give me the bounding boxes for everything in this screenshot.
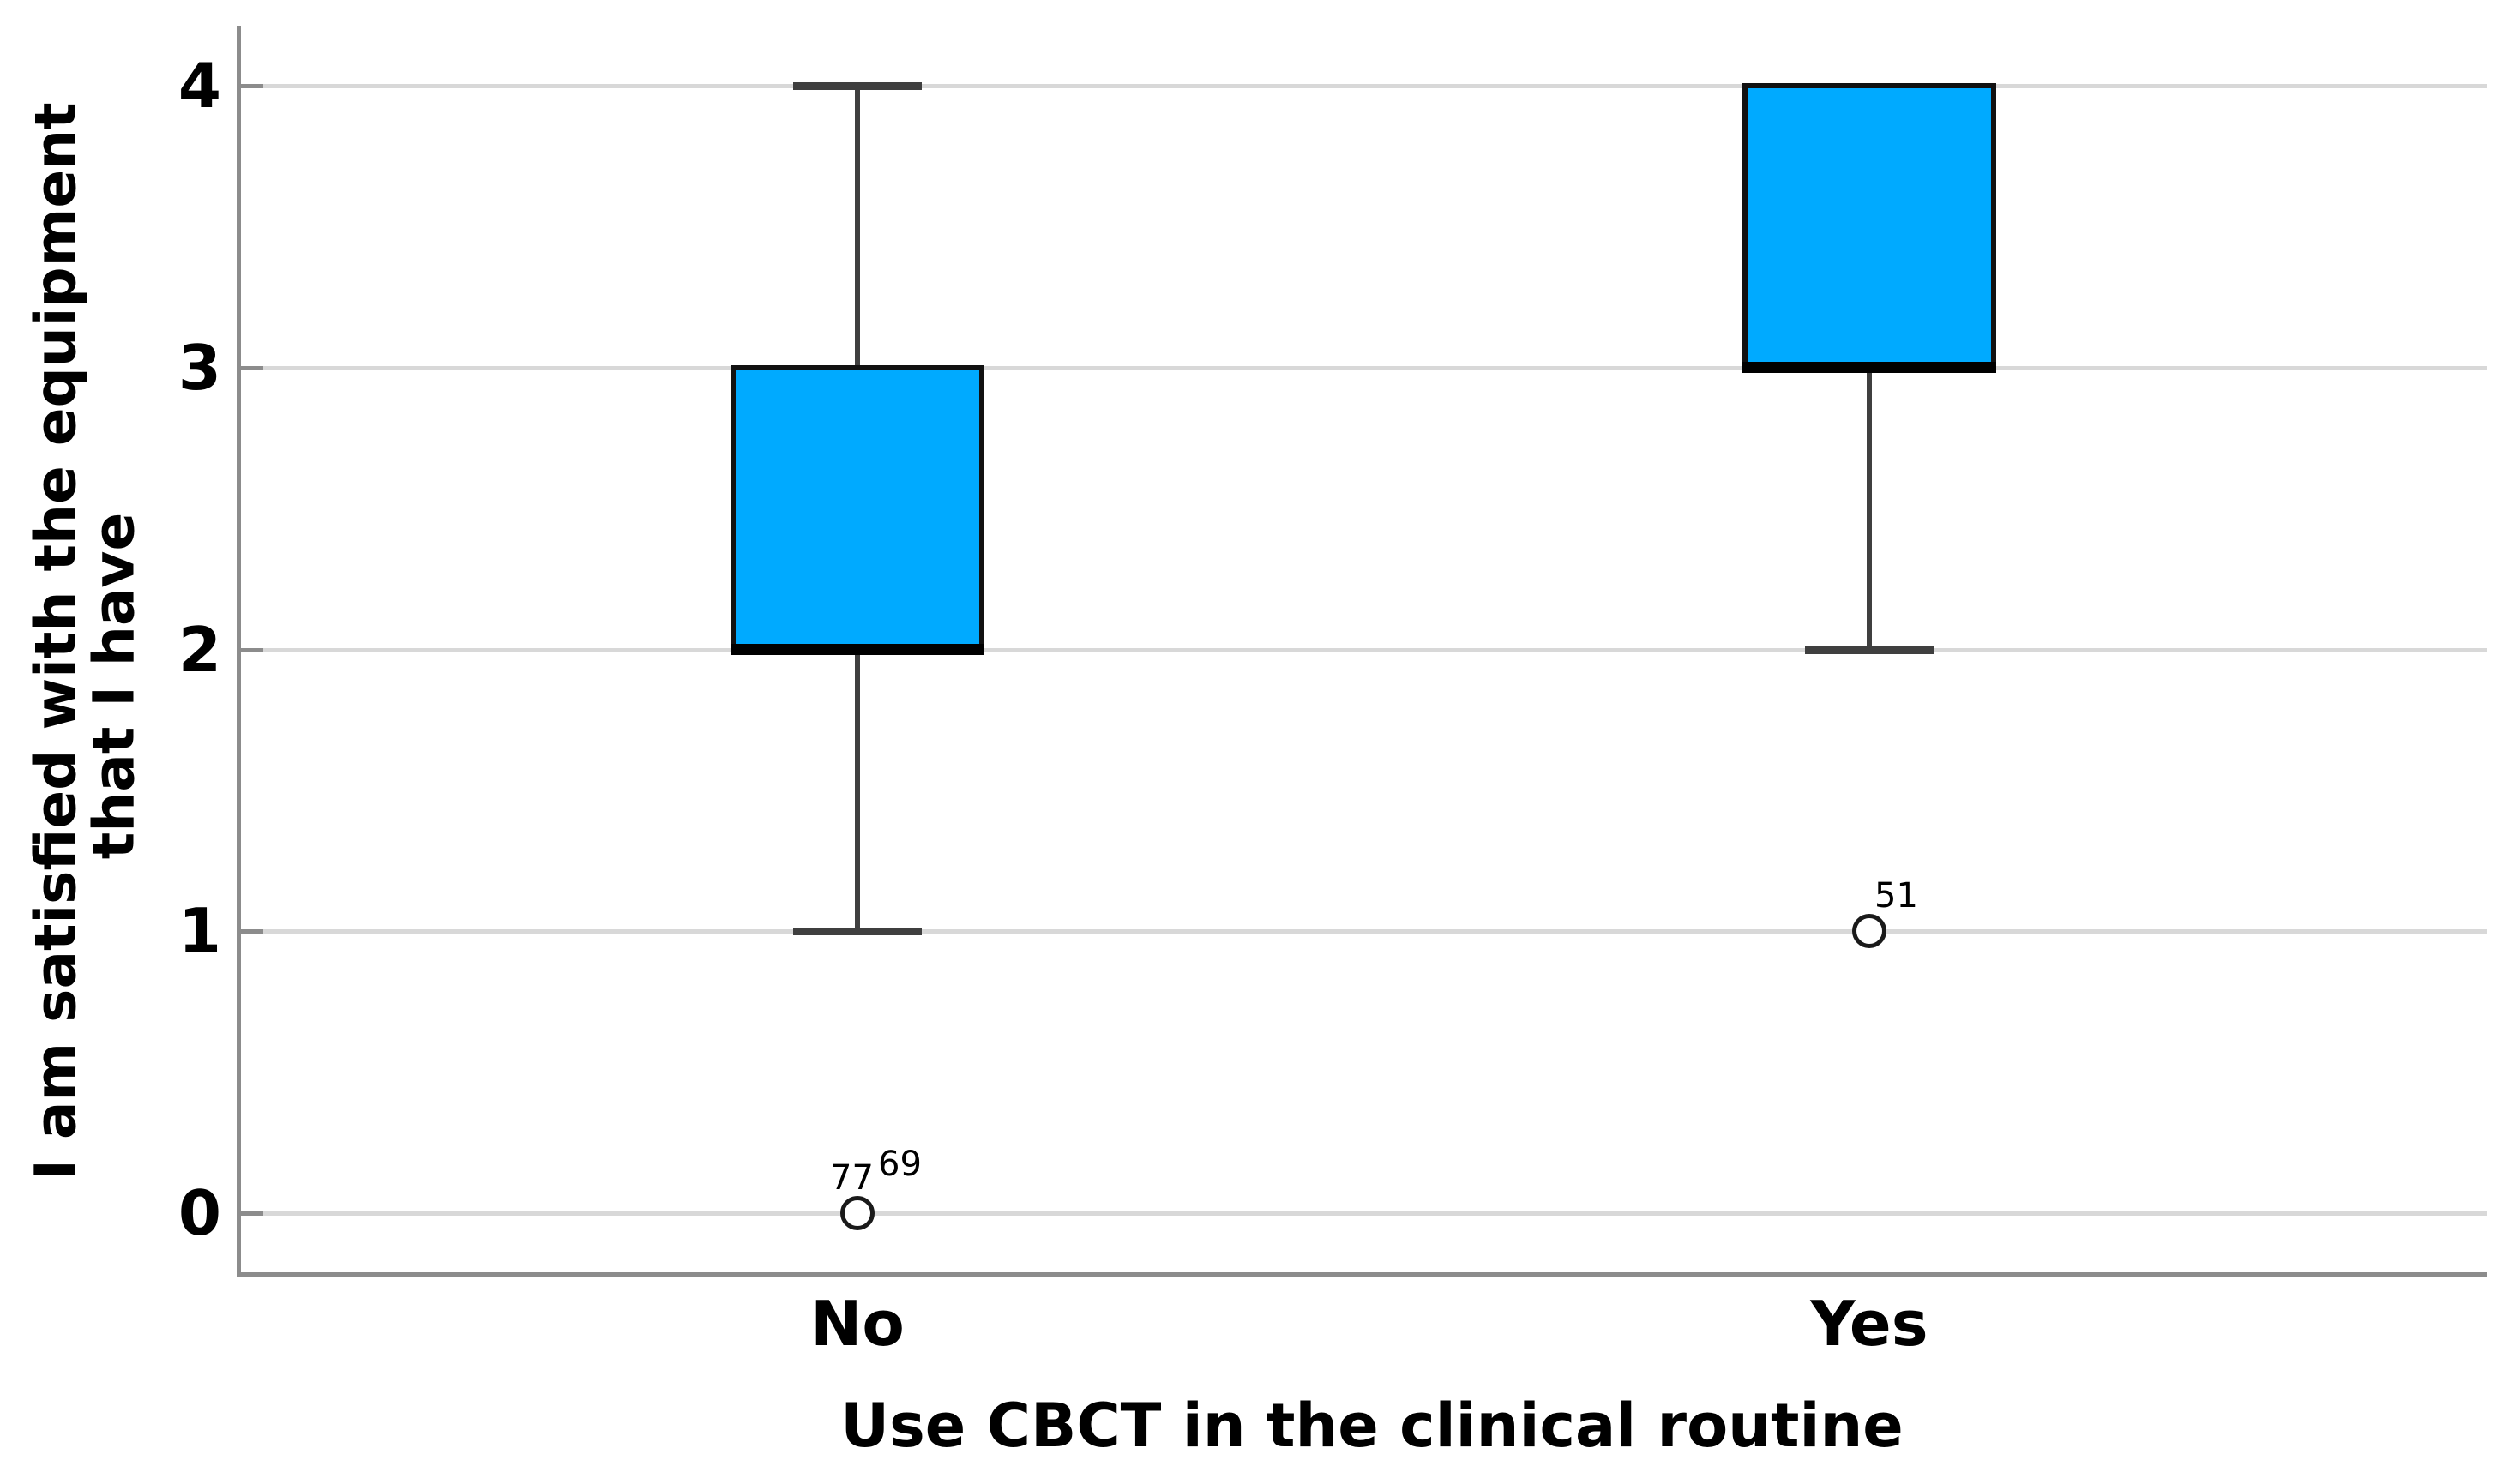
median-line <box>731 644 984 655</box>
box-no <box>731 364 984 652</box>
y-tick-label: 3 <box>177 331 221 404</box>
gridline-y-4 <box>241 84 2487 88</box>
x-category-label-no: No <box>810 1288 905 1360</box>
whisker-cap-high <box>793 82 922 90</box>
gridline-y-3 <box>241 365 2487 370</box>
y-tick-label: 4 <box>177 50 221 122</box>
y-tick-label: 1 <box>177 895 221 968</box>
median-line <box>1742 362 1996 374</box>
gridline-y-1 <box>241 929 2487 934</box>
y-axis-tick-4 <box>241 84 263 88</box>
y-axis-line <box>237 26 241 1275</box>
y-axis-tick-3 <box>241 365 263 370</box>
whisker-cap-low <box>793 928 922 936</box>
whisker-cap-low <box>1805 646 1934 654</box>
outlier-label: 51 <box>1874 876 1918 916</box>
gridline-y-2 <box>241 647 2487 652</box>
outlier-label: 77 <box>830 1158 874 1198</box>
y-axis-tick-1 <box>241 929 263 934</box>
outlier-label: 69 <box>878 1145 922 1184</box>
gridline-y-0 <box>241 1211 2487 1216</box>
outlier-point <box>840 1196 875 1230</box>
box-yes <box>1742 83 1996 370</box>
y-axis-title-line-1: I am satisfied with the equipment <box>22 102 89 1181</box>
x-axis-line <box>237 1272 2487 1277</box>
x-category-label-yes: Yes <box>1810 1288 1928 1360</box>
outlier-point <box>1852 914 1886 949</box>
y-axis-tick-2 <box>241 647 263 652</box>
y-axis-tick-0 <box>241 1211 263 1216</box>
y-tick-label: 2 <box>177 613 221 686</box>
y-tick-label: 0 <box>177 1177 221 1249</box>
x-axis-title: Use CBCT in the clinical routine <box>840 1391 1904 1461</box>
